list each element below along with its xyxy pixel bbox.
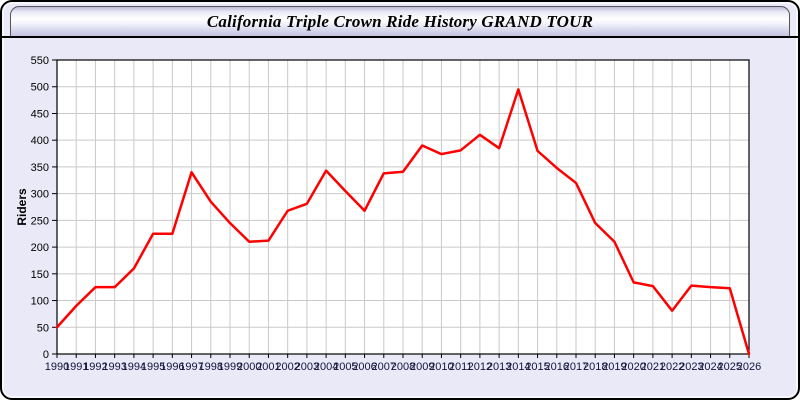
- x-tick-label: 2001: [256, 361, 280, 373]
- y-axis-label: Riders: [15, 188, 29, 226]
- x-tick-label: 2021: [641, 361, 665, 373]
- y-tick-label: 0: [43, 349, 49, 361]
- x-tick-label: 2003: [295, 361, 319, 373]
- x-tick-label: 2025: [718, 361, 742, 373]
- y-tick-label: 450: [31, 108, 49, 120]
- chart-area: 0 50 100 150 200 250 300 350 400 450 500 550 1990 199…: [2, 38, 798, 398]
- y-tick-label: 50: [37, 322, 49, 334]
- x-tick-label: 1991: [64, 361, 88, 373]
- y-tick-label: 500: [31, 82, 49, 94]
- x-tick-label: 2026: [737, 361, 761, 373]
- x-tick-label: 2009: [410, 361, 434, 373]
- x-tick-label: 2000: [237, 361, 261, 373]
- x-tick-label: 1998: [199, 361, 223, 373]
- x-tick-label: 2014: [506, 361, 530, 373]
- x-tick-label: 2010: [429, 361, 453, 373]
- x-tick-label: 2024: [698, 361, 722, 373]
- y-tick-label: 100: [31, 296, 49, 308]
- chart-title: California Triple Crown Ride History GRA…: [206, 11, 594, 31]
- y-tick-label: 550: [31, 55, 49, 67]
- x-tick-label: 2018: [583, 361, 607, 373]
- x-tick-label: 2020: [621, 361, 645, 373]
- x-tick-label: 1990: [45, 361, 69, 373]
- x-tick-label: 2016: [545, 361, 569, 373]
- x-tick-label: 1992: [83, 361, 107, 373]
- x-tick-label: 2019: [602, 361, 626, 373]
- x-tick-label: 1997: [179, 361, 203, 373]
- x-tick-label: 2011: [449, 361, 473, 373]
- y-tick-label: 150: [31, 269, 49, 281]
- x-tick-label: 2007: [372, 361, 396, 373]
- x-tick-label: 2008: [391, 361, 415, 373]
- x-tick-label: 1995: [141, 361, 165, 373]
- x-tick-label: 2023: [679, 361, 703, 373]
- title-bar-inner: California Triple Crown Ride History GRA…: [10, 6, 790, 36]
- title-bar: California Triple Crown Ride History GRA…: [2, 2, 798, 38]
- riders-line-chart: 0501001502002503003504004505005501990199…: [15, 55, 761, 373]
- series-line-riders: [55, 88, 751, 356]
- y-tick-label: 350: [31, 162, 49, 174]
- y-tick-label: 250: [31, 215, 49, 227]
- x-tick-label: 2002: [275, 361, 299, 373]
- y-tick-label: 200: [31, 242, 49, 254]
- x-tick-label: 2012: [468, 361, 492, 373]
- y-tick-label: 400: [31, 135, 49, 147]
- y-tick-label: 300: [31, 189, 49, 201]
- x-tick-label: 1999: [218, 361, 242, 373]
- x-tick-label: 2006: [352, 361, 376, 373]
- x-tick-label: 1996: [160, 361, 184, 373]
- x-tick-label: 1994: [122, 361, 146, 373]
- x-tick-label: 1993: [102, 361, 126, 373]
- x-tick-label: 2015: [525, 361, 549, 373]
- x-tick-label: 2022: [660, 361, 684, 373]
- x-tick-label: 2017: [564, 361, 588, 373]
- x-tick-label: 2004: [314, 361, 338, 373]
- x-tick-label: 2013: [487, 361, 511, 373]
- x-tick-label: 2005: [333, 361, 357, 373]
